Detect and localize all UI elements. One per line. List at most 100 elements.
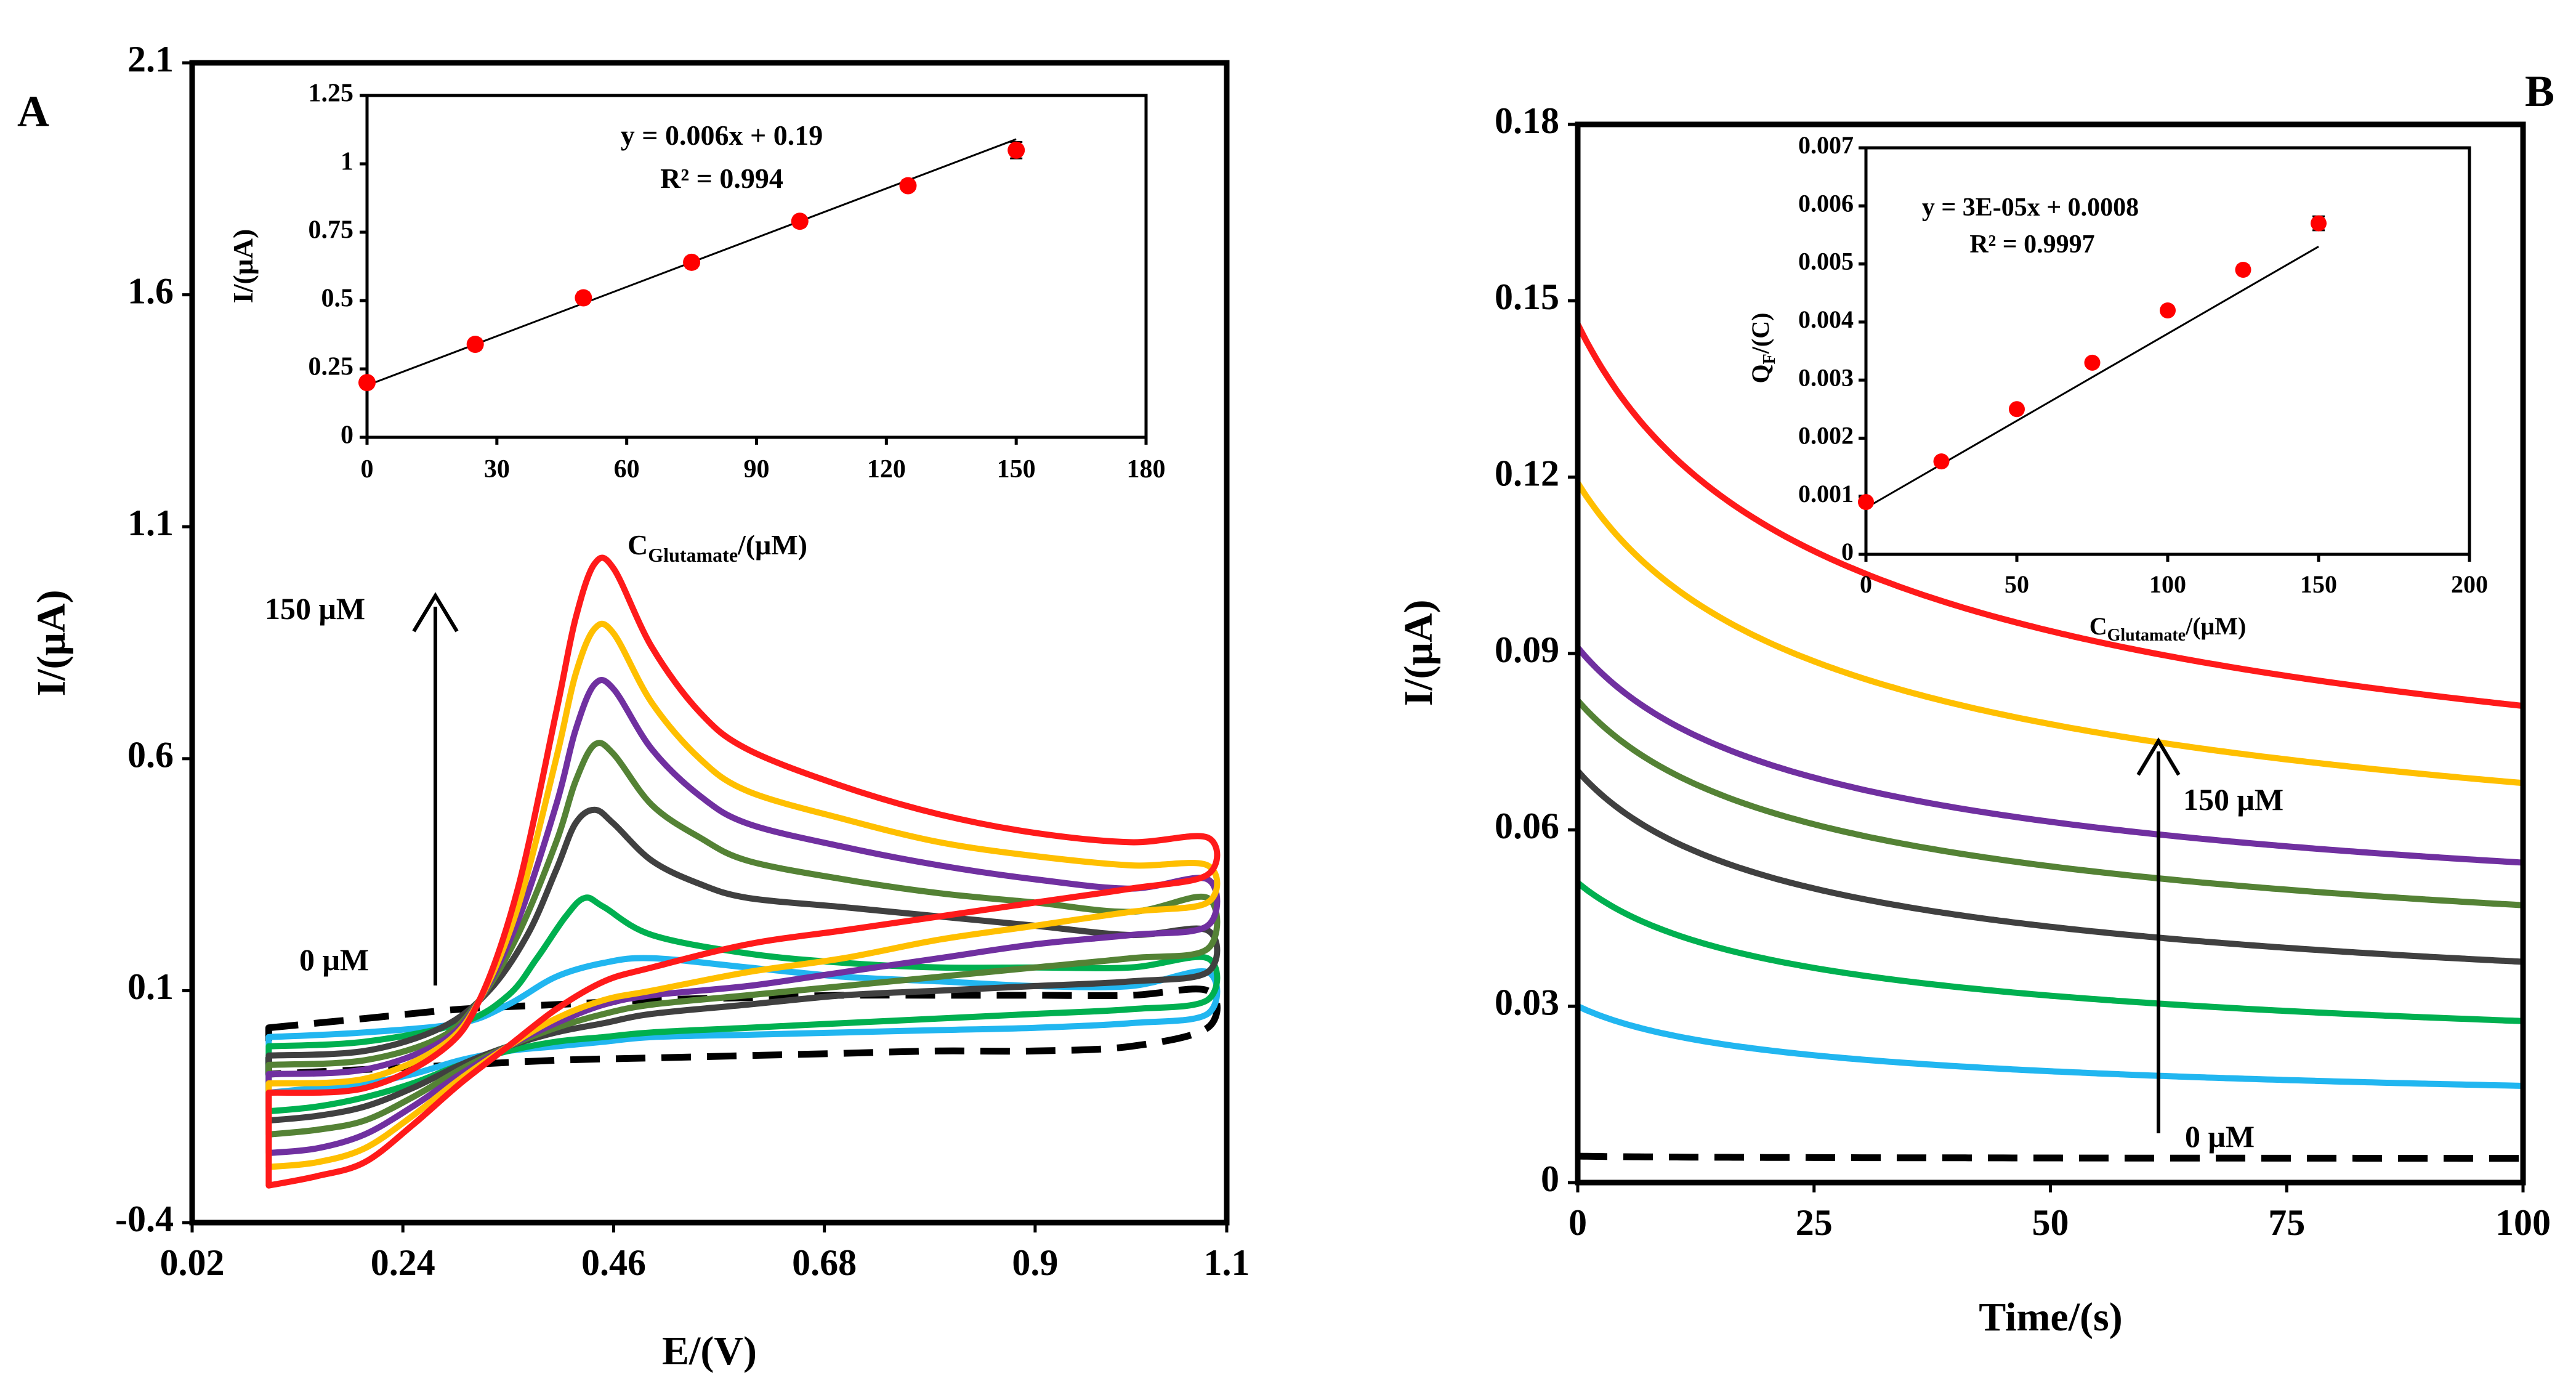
panel-b-inset-ytick-label: 0.003 — [1798, 363, 1854, 391]
panel-a-xtick-label: 0.68 — [792, 1242, 857, 1283]
panel-a-inset-data-point — [791, 212, 809, 230]
panel-a-inset-ytick-label: 0.25 — [309, 353, 354, 381]
panel-b-inset-frame — [1864, 146, 2471, 556]
panel-b-transient-curve — [1575, 698, 2524, 908]
panel-a-xtick-label: 1.1 — [1204, 1242, 1250, 1283]
panel-b-transient-curve — [1575, 880, 2524, 1024]
panel-b-transient-curve — [1577, 1003, 2524, 1089]
panel-a-inset-marks — [358, 138, 1025, 392]
panel-b-concentration-arrow — [2136, 737, 2181, 1133]
panel-a-inset-ticks: 0 30 60 90 120 150 180 0 0.25 0.5 0.75 1 1.25 — [309, 79, 1166, 484]
panel-a-inset-data-point — [899, 177, 917, 195]
panel-b-inset-data-point — [1933, 453, 1950, 470]
panel-a-inset-xlabel-main: C — [628, 529, 648, 560]
panel-b-transient-curve — [1575, 323, 2524, 710]
panel-b-inset-data-point — [2311, 215, 2327, 232]
panel-a-inset-xtick-label: 180 — [1127, 455, 1166, 484]
panel-a-curves — [265, 554, 1221, 1189]
panel-a: A 0.02 0.24 0.46 0.68 0.9 1.1 -0.4 0.1 0.6 1.1 1.6… — [17, 39, 1250, 1374]
panel-b-low-label: 0 μM — [2185, 1119, 2255, 1154]
panel-a-inset-data-point — [575, 289, 592, 307]
panel-b-inset-ylabel: QF/(C) — [1746, 313, 1779, 384]
panel-a-xtick-label: 0.46 — [581, 1242, 646, 1283]
panel-a-high-label: 150 μM — [265, 591, 365, 626]
panel-b-inset-ytick-label: 0.005 — [1798, 248, 1854, 275]
panel-a-ytick-label: -0.4 — [115, 1199, 174, 1239]
panel-a-inset-r-squared: R² = 0.994 — [660, 163, 783, 194]
panel-a-inset-xtick-label: 30 — [484, 455, 510, 484]
panel-a-inset-data-point — [466, 336, 484, 354]
panel-a-ticks: 0.02 0.24 0.46 0.68 0.9 1.1 -0.4 0.1 0.6 1.1 1.6 2.… — [115, 39, 1250, 1283]
panel-a-inset-equation: y = 0.006x + 0.19 — [621, 119, 823, 151]
panel-b-inset-xtick-label: 100 — [2149, 570, 2186, 598]
panel-b-inset-ytick-label: 0.002 — [1798, 422, 1854, 450]
panel-a-ytick-label: 1.1 — [127, 503, 174, 543]
panel-a-inset-xtick-label: 90 — [744, 455, 770, 484]
panel-a-xtick-label: 0.02 — [160, 1242, 225, 1283]
panel-b: B 0 25 50 75 100 0 0.03 0.06 0.09 0.12 0.15 0.18 Ti… — [1396, 67, 2554, 1340]
panel-b-inset-data-point — [2160, 302, 2176, 318]
panel-a-inset-xtick-label: 120 — [867, 455, 906, 484]
panel-b-inset-data-point — [2084, 354, 2101, 371]
panel-b-inset-ylabel-rest: /(C) — [1746, 313, 1774, 355]
panel-a-cv-curve — [265, 620, 1221, 1170]
panel-b-high-label: 150 μM — [2183, 782, 2283, 817]
panel-a-concentration-arrow — [412, 592, 459, 985]
panel-b-ytick-label: 0.12 — [1495, 453, 1559, 493]
panel-a-inset-ylabel: I/(μA) — [227, 229, 259, 304]
panel-a-plot-frame — [189, 60, 1230, 1226]
panel-a-ytick-label: 0.1 — [127, 966, 174, 1007]
panel-b-transient-curve — [1575, 769, 2524, 965]
panel-b-ylabel: I/(μA) — [1396, 599, 1441, 706]
panel-b-inset-ytick-label: 0.001 — [1798, 480, 1854, 508]
panel-b-inset-ytick-label: 0 — [1841, 538, 1854, 565]
panel-a-inset: 0 30 60 90 120 150 180 0 0.25 0.5 0.75 1 1.25 y = 0.… — [227, 79, 1166, 566]
panel-b-inset-xlabel-rest: /(μM) — [2185, 612, 2246, 640]
panel-b-ytick-label: 0.15 — [1495, 277, 1559, 317]
panel-b-xlabel: Time/(s) — [1979, 1295, 2122, 1340]
panel-b-ytick-label: 0.18 — [1495, 100, 1559, 141]
panel-a-label: A — [17, 87, 49, 136]
panel-b-curves — [1575, 323, 2524, 1162]
panel-b-inset-xtick-label: 150 — [2300, 570, 2337, 598]
panel-b-ytick-label: 0.06 — [1495, 806, 1559, 846]
panel-b-inset-data-point — [2235, 262, 2251, 278]
panel-a-inset-xtick-label: 0 — [361, 455, 374, 484]
panel-a-inset-xlabel-sub: Glutamate — [648, 544, 738, 566]
panel-a-arrow-head — [412, 592, 459, 633]
panel-a-inset-data-point — [683, 253, 701, 271]
panel-b-xtick-label: 50 — [2032, 1202, 2069, 1243]
panel-b-inset: 0 50 100 150 200 0 0.001 0.002 0.003 0.004 0.005 0.… — [1746, 131, 2488, 645]
panel-a-ylabel: I/(μA) — [29, 589, 74, 696]
panel-a-xtick-label: 0.9 — [1012, 1242, 1058, 1283]
panel-a-inset-data-point — [358, 374, 376, 392]
panel-b-xtick-label: 100 — [2495, 1202, 2551, 1243]
panel-a-inset-xtick-label: 60 — [614, 455, 640, 484]
panel-b-label: B — [2525, 67, 2554, 116]
panel-b-inset-xlabel-sub: Glutamate — [2107, 626, 2186, 645]
panel-a-inset-xtick-label: 150 — [997, 455, 1036, 484]
panel-b-inset-xlabel-main: C — [2089, 612, 2107, 640]
panel-a-xlabel: E/(V) — [662, 1329, 757, 1374]
panel-b-inset-xlabel: CGlutamate/(μM) — [2089, 612, 2247, 645]
panel-b-transient-curve — [1577, 1152, 2523, 1162]
panel-a-inset-ytick-label: 1 — [341, 148, 353, 176]
panel-b-inset-r-squared: R² = 0.9997 — [1969, 230, 2094, 259]
panel-b-transient-curve — [1575, 645, 2524, 866]
panel-a-inset-ytick-label: 0 — [341, 421, 353, 450]
panel-a-xtick-label: 0.24 — [371, 1242, 435, 1283]
panel-b-inset-data-point — [1858, 494, 1874, 511]
panel-a-ytick-label: 0.6 — [127, 735, 174, 775]
panel-b-ticks: 0 25 50 75 100 0 0.03 0.06 0.09 0.12 0.15 0.18 — [1495, 100, 2551, 1243]
panel-b-inset-equation: y = 3E-05x + 0.0008 — [1922, 193, 2139, 222]
panel-a-cv-curve — [265, 554, 1221, 1189]
panel-b-ytick-label: 0 — [1541, 1159, 1559, 1199]
panel-a-inset-data-point — [1007, 141, 1025, 159]
panel-a-inset-xlabel: CGlutamate/(μM) — [628, 529, 807, 566]
panel-a-low-label: 0 μM — [299, 942, 369, 977]
panel-b-inset-xtick-label: 0 — [1860, 570, 1872, 598]
panel-a-inset-ytick-label: 0.75 — [309, 216, 354, 245]
panel-a-inset-ytick-label: 1.25 — [309, 79, 354, 108]
panel-b-ytick-label: 0.03 — [1495, 982, 1559, 1022]
panel-b-inset-ytick-label: 0.004 — [1798, 306, 1854, 333]
